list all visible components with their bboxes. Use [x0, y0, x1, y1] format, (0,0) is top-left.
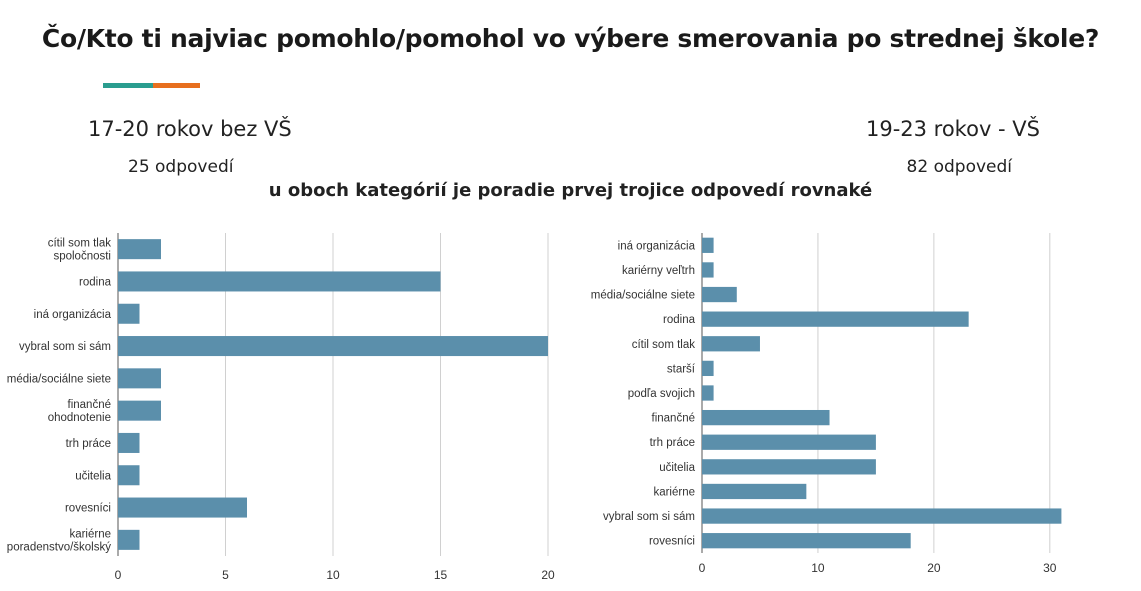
left-chart-bar — [118, 336, 548, 357]
left-chart-bar — [118, 465, 140, 486]
right-chart-tick-label: 10 — [811, 561, 825, 575]
right-chart-bar — [702, 237, 714, 253]
right-chart-bar — [702, 533, 911, 549]
right-chart-bar — [702, 311, 969, 327]
right-chart-bar — [702, 262, 714, 278]
right-chart-bar — [702, 483, 807, 500]
left-chart-tick-label: 20 — [541, 568, 555, 582]
right-chart-category-label: učitelia — [659, 462, 695, 474]
left-chart-tick-label: 5 — [222, 568, 229, 582]
left-chart-category-label: poradenstvo/školský — [7, 541, 111, 553]
right-chart-tick-label: 30 — [1043, 561, 1057, 575]
right-chart-bar — [702, 508, 1062, 524]
left-chart-category-label: spoločnosti — [53, 251, 111, 263]
right-chart-bar — [702, 336, 760, 352]
left-chart-category-label: ohodnotenie — [48, 412, 111, 424]
right-chart-category-label: kariérny veľtrh — [622, 265, 695, 277]
right-chart-bar — [702, 409, 830, 426]
right-chart-category-label: finančné — [652, 413, 695, 425]
right-chart-bar — [702, 434, 876, 450]
right-chart-tick-label: 0 — [699, 561, 706, 575]
left-chart-bar — [118, 368, 161, 389]
left-chart-bar — [118, 239, 161, 260]
left-chart-tick-label: 15 — [434, 568, 448, 582]
right-chart-bar — [702, 360, 714, 377]
right-chart-category-label: rodina — [663, 314, 696, 326]
left-chart-category-label: iná organizácia — [34, 309, 112, 321]
right-chart-category-label: média/sociálne siete — [591, 290, 695, 302]
right-chart-category-label: starší — [667, 363, 696, 375]
right-chart-category-label: trh práce — [650, 437, 695, 449]
right-chart-bar — [702, 459, 876, 475]
right-chart-category-label: iná organizácia — [618, 240, 696, 252]
left-chart-bar — [118, 497, 247, 518]
accent-bar-teal — [103, 83, 153, 88]
right-chart-category-label: podľa svojich — [628, 388, 695, 400]
left-chart-category-label: trh práce — [66, 438, 111, 450]
left-chart-bar — [118, 271, 441, 292]
right-group-count: 82 odpovedí — [906, 157, 1012, 177]
accent-bar-orange — [153, 83, 200, 88]
right-chart-category-label: vybral som si sám — [603, 511, 695, 523]
right-chart-bar — [702, 385, 714, 401]
left-chart-category-label: rovesníci — [65, 503, 111, 515]
left-chart-tick-label: 10 — [326, 568, 340, 582]
page-title: Čo/Kto ti najviac pomohlo/pomohol vo výb… — [41, 24, 1100, 53]
left-chart-bar — [118, 529, 140, 550]
left-group-label: 17-20 rokov bez VŠ — [88, 117, 292, 141]
left-chart-category-label: vybral som si sám — [19, 341, 111, 353]
left-chart-category-label: cítil som tlak — [48, 238, 112, 250]
right-chart-bar — [702, 286, 737, 303]
right-chart-category-label: rovesníci — [649, 536, 695, 548]
chart-note: u oboch kategórií je poradie prvej troji… — [268, 180, 873, 201]
left-chart-category-label: média/sociálne siete — [7, 373, 111, 385]
left-chart-tick-label: 0 — [115, 568, 122, 582]
left-group-count: 25 odpovedí — [128, 157, 234, 177]
right-chart-category-label: kariérne — [653, 486, 695, 498]
right-chart-tick-label: 20 — [927, 561, 941, 575]
left-chart-bar — [118, 432, 140, 453]
left-chart-bar — [118, 400, 161, 421]
left-chart-bar — [118, 303, 140, 324]
left-chart-category-label: učitelia — [75, 470, 111, 482]
left-chart-category-label: rodina — [79, 276, 112, 288]
right-group-label: 19-23 rokov - VŠ — [865, 117, 1040, 141]
left-chart-category-label: finančné — [68, 399, 111, 411]
left-chart-category-label: kariérne — [69, 528, 111, 540]
right-chart-category-label: cítil som tlak — [632, 339, 696, 351]
